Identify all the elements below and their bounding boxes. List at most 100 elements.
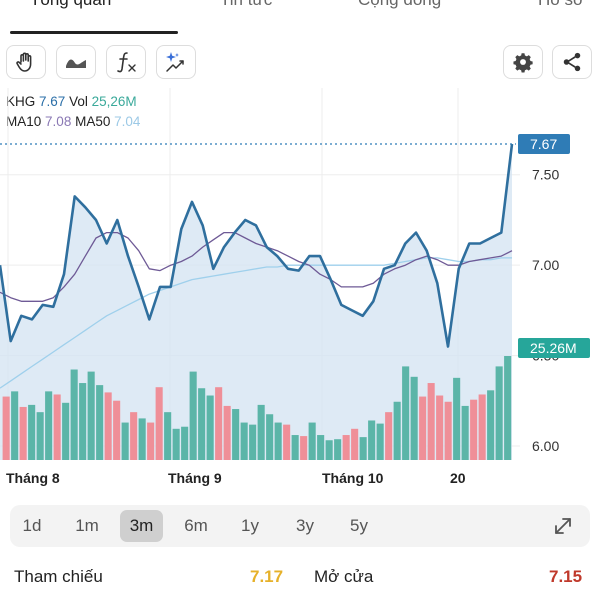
volume-bar [70,369,78,460]
x-tick-label: Tháng 8 [6,470,60,486]
volume-bar [376,423,384,460]
volume-bar [104,392,112,460]
volume-bar [121,422,129,460]
line-style-icon [63,52,89,72]
price-area [0,144,512,460]
price-line [0,143,514,348]
volume-bar [385,412,393,460]
volume-bar [436,395,444,460]
volume-bar [19,406,27,460]
hand-tool-button[interactable] [6,45,46,79]
volume-bar [504,356,512,460]
range-3y[interactable]: 3y [296,516,314,535]
function-icon [113,49,139,75]
volume-bar [266,414,274,460]
reference-price-value: 7.17 [250,567,284,586]
volume-bar [62,402,70,460]
x-tick-label: Tháng 10 [322,470,384,486]
volume-bar [257,404,265,460]
volume-bar [487,390,495,460]
tab-overview[interactable]: Tổng quan [30,0,111,10]
range-1m[interactable]: 1m [75,516,99,535]
expand-chart-button[interactable] [548,511,578,541]
volume-bar [164,412,172,460]
volume-bar [393,401,401,460]
ma50-value: 7.04 [114,114,141,129]
volume-bar [181,426,189,460]
price-badge [518,134,570,154]
tab-profile[interactable]: Hồ sơ [538,0,584,10]
share-button[interactable] [552,45,592,79]
volume-bar [87,371,95,460]
ma10-line [0,231,513,302]
volume-bar [215,387,223,460]
y-tick-label: 6.00 [532,438,559,454]
volume-bar [28,404,36,460]
volume-bar [206,395,214,460]
open-price-value: 7.15 [549,567,583,586]
volume-bar [325,440,333,460]
tab-news[interactable]: Tin tức [220,0,272,10]
last-price: 7.67 [39,94,66,109]
volume-bar [410,376,418,460]
time-range-selector: 1d 1m 3m 6m 1y 3y 5y [10,505,590,547]
volume-bar [155,387,163,460]
open-price-label: Mở cửa [314,567,374,586]
volume-bar [461,405,469,460]
volume-bar [283,424,291,460]
volume-bar [308,422,316,460]
volume-bar [470,399,478,460]
tab-community[interactable]: Cộng đồng [358,0,441,10]
active-tab-indicator [10,31,178,34]
range-1d[interactable]: 1d [22,516,42,535]
ticker-symbol: KHG [6,94,36,109]
volume-bar [495,366,503,460]
volume-badge [518,338,590,358]
range-5y[interactable]: 5y [350,516,368,535]
volume-bar [189,371,197,460]
volume-bar [453,377,461,460]
volume-bar [45,391,53,460]
volume-bar [2,396,10,460]
indicator-function-button[interactable] [106,45,146,79]
range-6m[interactable]: 6m [184,516,208,535]
volume-bar [368,420,376,460]
y-tick-label: 7.50 [532,167,559,183]
volume-bar [444,401,452,460]
reference-price-label: Tham chiếu [14,567,103,586]
volume-label: Vol [69,94,88,109]
range-1y[interactable]: 1y [241,516,259,535]
ai-insight-button[interactable] [156,45,196,79]
volume-value: 25,26M [91,94,137,109]
volume-bar [138,418,146,460]
expand-icon [548,518,578,545]
volume-bar [232,409,240,460]
volume-bar [96,385,104,460]
y-tick-label: 7.00 [532,257,559,273]
volume-bar [427,383,435,460]
price-badge-label: 7.67 [530,136,557,152]
ma-info-line: MA10 7.08 MA50 7.04 [6,114,140,129]
range-3m[interactable]: 3m [120,510,163,542]
volume-bar [419,396,427,460]
volume-bar [36,412,44,460]
x-tick-label: Tháng 9 [168,470,222,486]
volume-bar [240,422,248,460]
top-tab-bar: Tổng quan Tin tức Cộng đồng Hồ sơ [0,0,600,34]
ma50-label: MA50 [75,114,111,129]
ma10-label: MA10 [6,114,42,129]
volume-bar [291,435,299,460]
volume-bar [147,422,155,460]
volume-bar [53,394,61,460]
ai-sparkle-icon [163,49,189,75]
settings-button[interactable] [503,45,543,79]
volume-bar [274,422,282,460]
line-style-button[interactable] [56,45,96,79]
volume-badge-label: 25.26M [530,340,577,356]
volume-bar [11,391,19,460]
volume-bar [359,437,367,460]
volume-bar [130,412,138,460]
volume-bar [79,383,87,460]
volume-bar [198,388,206,460]
